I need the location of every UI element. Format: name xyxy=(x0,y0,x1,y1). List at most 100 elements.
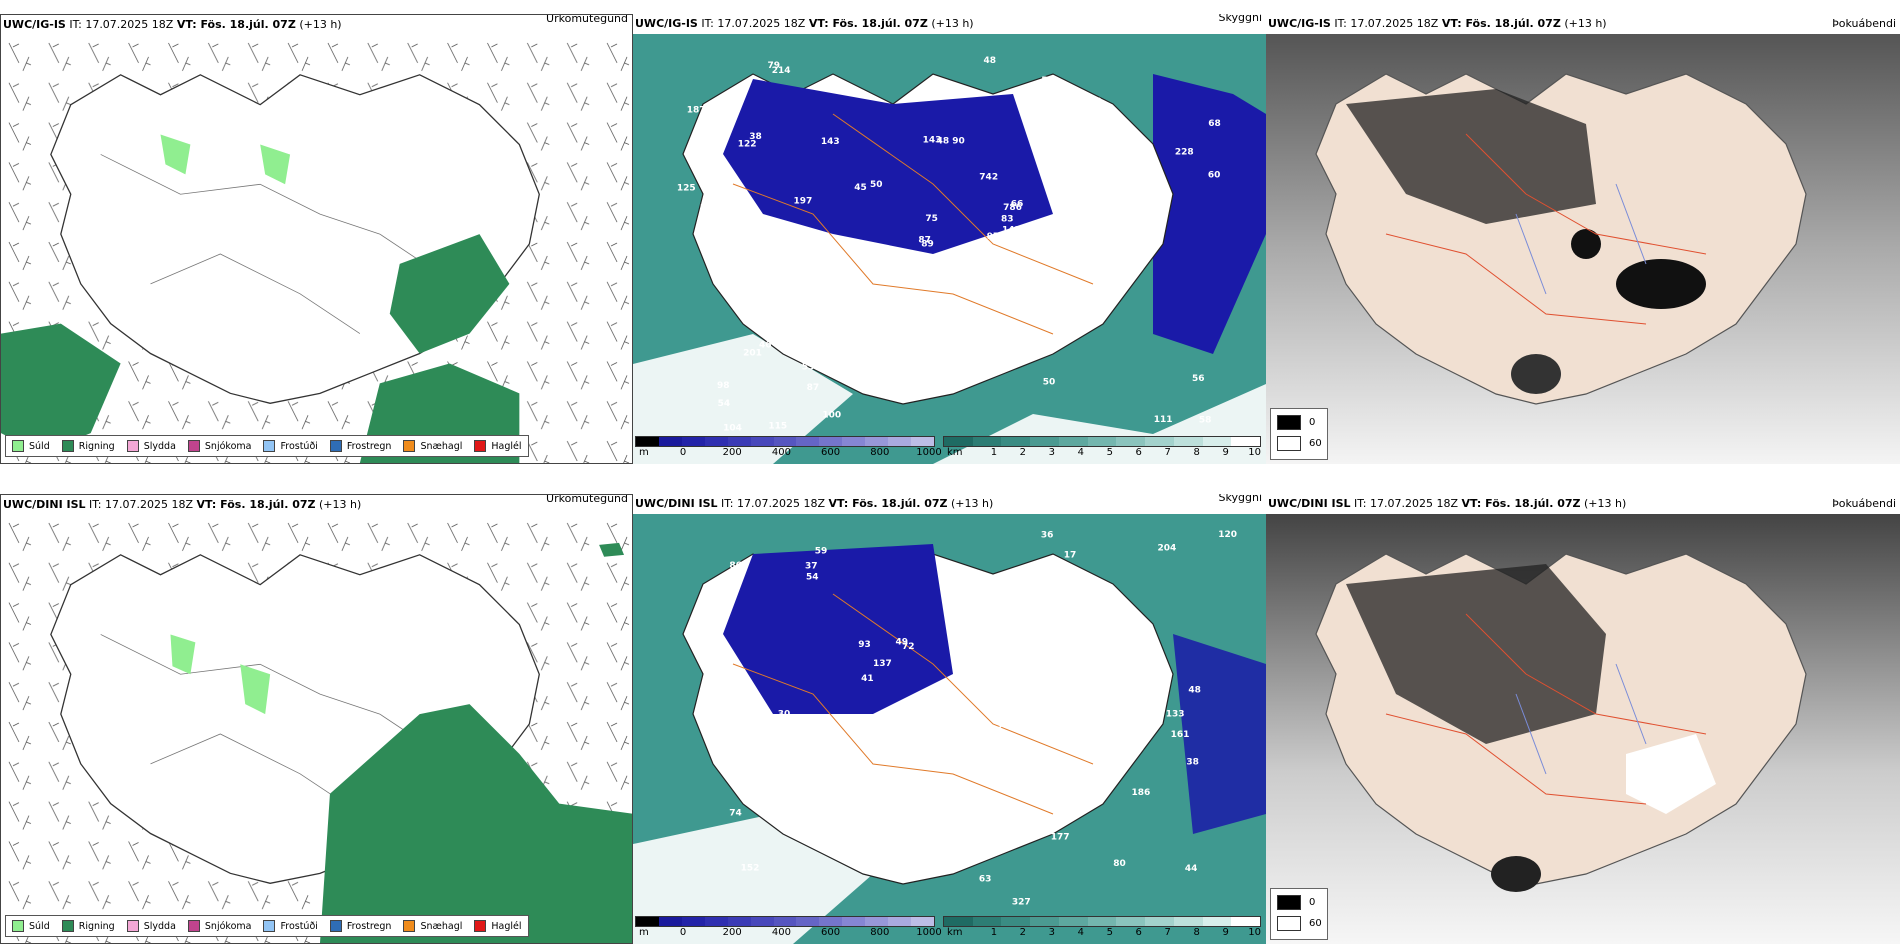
ceiling-label: 37 xyxy=(805,562,818,572)
ceiling-label: 54 xyxy=(718,399,731,409)
model-name: UWC/IG-IS xyxy=(3,18,66,31)
precip-map[interactable] xyxy=(1,515,632,943)
panel-title: Úrkomutegund xyxy=(546,14,628,25)
ceiling-label: 75 xyxy=(925,214,938,224)
ceiling-label: 59 xyxy=(815,547,828,557)
ceiling-label: 185 xyxy=(700,204,719,214)
precip-panel-row1: UWC/IG-IS IT: 17.07.2025 18Z VT: Fös. 18… xyxy=(0,14,633,464)
init-time: IT: 17.07.2025 18Z xyxy=(701,17,806,30)
legend-item: Frostregn xyxy=(329,920,391,932)
colorbar-tick: 10 xyxy=(1248,447,1261,458)
ceiling-label: 142 xyxy=(1002,225,1021,235)
ceiling-label: 50 xyxy=(870,180,883,190)
fog-map[interactable] xyxy=(1266,514,1900,944)
panel-header: UWC/DINI ISL IT: 17.07.2025 18Z VT: Fös.… xyxy=(633,494,1266,514)
init-time: IT: 17.07.2025 18Z xyxy=(721,497,826,510)
cloud-map[interactable]: 150 161 152 59 72 80 74 17 93 327 53 42 86 44 86 48 54 50… xyxy=(633,514,1266,944)
panel-title: Skyggni xyxy=(1218,14,1262,24)
ceiling-label: 32 xyxy=(824,338,837,348)
lead-time: (+13 h) xyxy=(1584,497,1627,510)
fog-map[interactable] xyxy=(1266,34,1900,464)
colorbar-tick: 1000 xyxy=(916,927,942,938)
colorbar-tick: 800 xyxy=(870,447,890,458)
legend-item: Snjókoma xyxy=(187,920,251,932)
legend-item: Slydda xyxy=(126,440,176,452)
lead-time: (+13 h) xyxy=(319,498,362,511)
colorbar-tick: 200 xyxy=(722,447,742,458)
legend-item: Slydda xyxy=(126,920,176,932)
colorbar-unit: km xyxy=(947,927,963,938)
ceiling-label: 87 xyxy=(918,235,931,245)
colorbar-tick: 1 xyxy=(990,447,998,458)
ceiling-label: 60 xyxy=(1208,171,1221,181)
precip-legend: Súld Rigning Slydda Snjókoma Frostúði Frostre… xyxy=(5,435,529,457)
ceiling-label: 86 xyxy=(729,561,742,571)
colorbar-tick: 8 xyxy=(1193,447,1200,458)
ceiling-label: 53 xyxy=(741,216,754,226)
ceiling-label: 86 xyxy=(893,824,906,834)
legend-item: Súld xyxy=(12,440,50,452)
fog-legend: 0 60 xyxy=(1270,408,1328,460)
ceiling-label: 161 xyxy=(1171,730,1190,740)
panel-header: UWC/DINI ISL IT: 17.07.2025 18Z VT: Fös.… xyxy=(1,495,632,515)
ceiling-label: 38 xyxy=(749,132,762,142)
init-time: IT: 17.07.2025 18Z xyxy=(89,498,194,511)
lead-time: (+13 h) xyxy=(1564,17,1607,30)
ceiling-label: 742 xyxy=(979,173,998,183)
precip-panel-row2: UWC/DINI ISL IT: 17.07.2025 18Z VT: Fös.… xyxy=(0,494,633,944)
panel-header: UWC/DINI ISL IT: 17.07.2025 18Z VT: Fös.… xyxy=(1266,494,1900,514)
ceiling-label: 327 xyxy=(1012,898,1031,908)
ceiling-label: 187 xyxy=(687,106,706,116)
ceiling-label: 143 xyxy=(821,137,840,147)
ceiling-label: 97 xyxy=(788,783,801,793)
legend-item: Rigning xyxy=(61,440,115,452)
ceiling-label: 149 xyxy=(929,379,948,389)
ceiling-label: 96 xyxy=(1083,782,1096,792)
colorbar-tick: 6 xyxy=(1135,927,1142,938)
colorbar-tick: 600 xyxy=(821,927,841,938)
colorbar-tick: 0 xyxy=(679,447,687,458)
fog-panel-row1: UWC/IG-IS IT: 17.07.2025 18Z VT: Fös. 18… xyxy=(1266,14,1900,464)
colorbar-tick: 7 xyxy=(1164,447,1171,458)
colorbar-tick: 4 xyxy=(1077,927,1084,938)
colorbar-tick: 5 xyxy=(1106,447,1113,458)
colorbar-tick: 2 xyxy=(1019,447,1027,458)
ceiling-label: 58 xyxy=(1199,416,1212,426)
colorbar-tick: 200 xyxy=(722,927,742,938)
ceiling-label: 228 xyxy=(1175,148,1194,158)
colorbar-tick: 0 xyxy=(679,927,687,938)
ceiling-label: 78 xyxy=(919,366,932,376)
legend-item: Snjókoma xyxy=(187,440,251,452)
ceiling-label: 79 xyxy=(768,61,781,71)
ceiling-label: 30 xyxy=(778,710,791,720)
colorbar-tick: 400 xyxy=(771,447,791,458)
ceiling-label: 48 xyxy=(937,137,950,147)
ceiling-label: 54 xyxy=(806,572,819,582)
precip-map[interactable] xyxy=(1,35,632,463)
ceiling-label: 99 xyxy=(948,260,961,270)
colorbar-unit: m xyxy=(639,447,649,458)
init-time: IT: 17.07.2025 18Z xyxy=(69,18,174,31)
colorbar-tick: 9 xyxy=(1222,927,1229,938)
valid-time: VT: Fös. 18.júl. 07Z xyxy=(828,497,948,510)
colorbar-tick: 8 xyxy=(1193,927,1200,938)
model-name: UWC/DINI ISL xyxy=(635,497,718,510)
fog-panel-row2: UWC/DINI ISL IT: 17.07.2025 18Z VT: Fös.… xyxy=(1266,494,1900,944)
ceiling-label: 53 xyxy=(1054,293,1067,303)
ceiling-label: 54 xyxy=(958,762,971,772)
cloud-map[interactable]: 99 122 89 98 786 61 56 90 76 97 214 58 53 68 48 51 115 14… xyxy=(633,34,1266,464)
visibility-colorbar: km 1 2 3 4 5 6 7 8 9 10 xyxy=(943,436,1261,458)
ceiling-label: 204 xyxy=(1158,544,1177,554)
lead-time: (+13 h) xyxy=(931,17,974,30)
ceiling-label: 133 xyxy=(1166,710,1185,720)
valid-time: VT: Fös. 18.júl. 07Z xyxy=(808,17,928,30)
legend-item: Haglél xyxy=(474,440,522,452)
legend-item: Snæhagl xyxy=(403,440,462,452)
ceiling-label: 45 xyxy=(854,183,867,193)
ceiling-label: 93 xyxy=(858,640,871,650)
colorbar-unit: km xyxy=(947,447,963,458)
ceiling-label: 152 xyxy=(741,864,760,874)
model-name: UWC/DINI ISL xyxy=(1268,497,1351,510)
ceiling-label: 61 xyxy=(832,344,845,354)
ceiling-label: 80 xyxy=(1113,859,1126,869)
